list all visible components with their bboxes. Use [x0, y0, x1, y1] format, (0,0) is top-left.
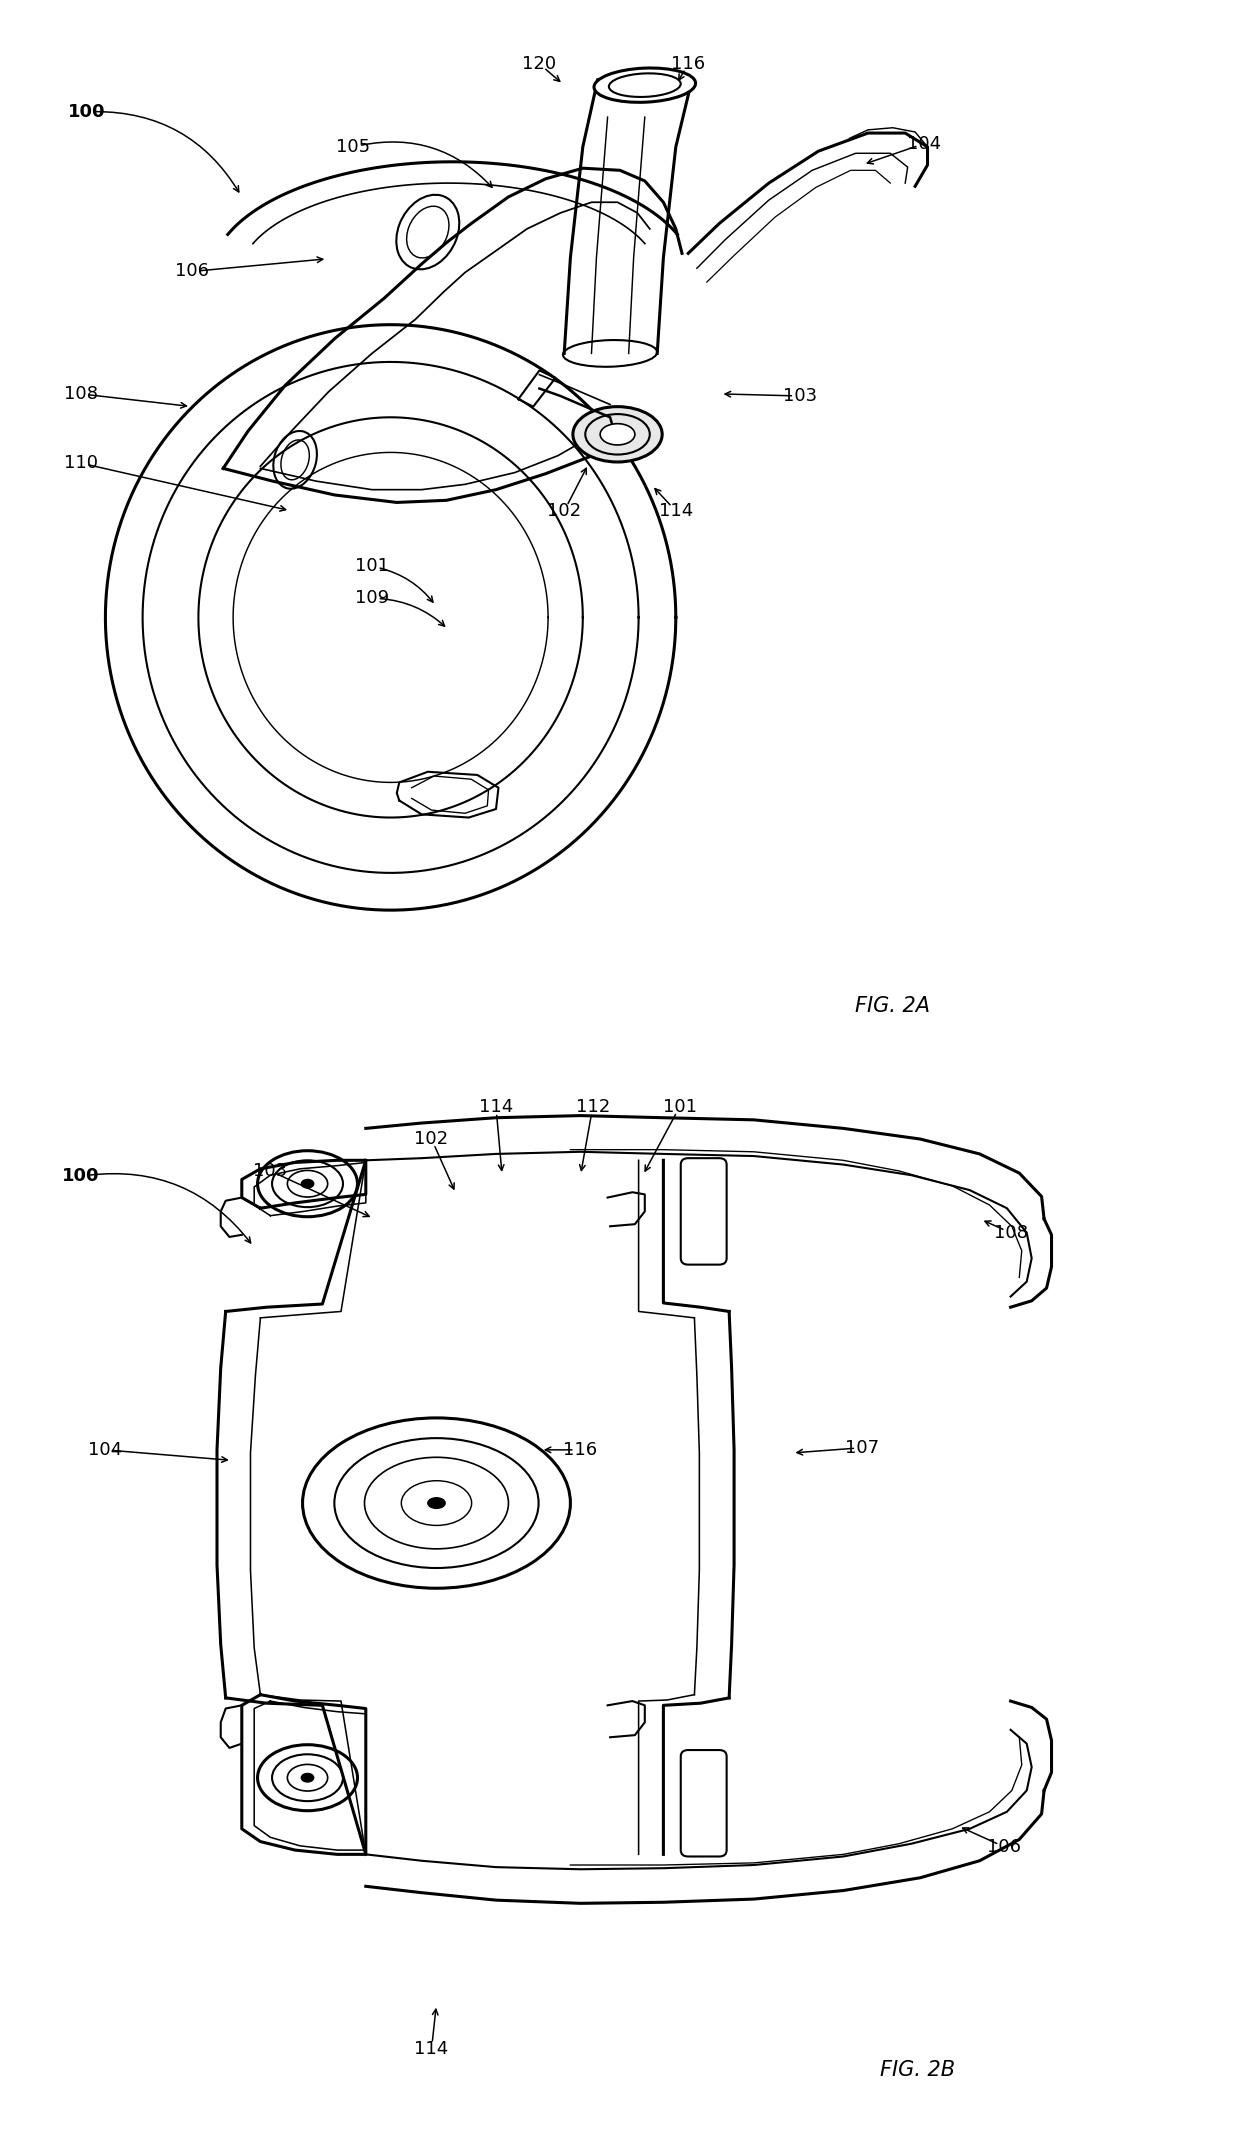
Text: 110: 110	[63, 453, 98, 473]
Text: 106: 106	[175, 262, 210, 281]
Ellipse shape	[594, 68, 696, 102]
Text: 114: 114	[658, 502, 693, 519]
Ellipse shape	[428, 1499, 445, 1507]
Text: 104: 104	[906, 134, 941, 153]
Text: 106: 106	[987, 1837, 1022, 1856]
Text: 100: 100	[62, 1167, 99, 1186]
Ellipse shape	[301, 1179, 314, 1188]
Text: 116: 116	[563, 1441, 598, 1458]
Text: 109: 109	[355, 590, 389, 607]
FancyBboxPatch shape	[681, 1158, 727, 1265]
Text: 107: 107	[844, 1439, 879, 1456]
Text: FIG. 2A: FIG. 2A	[856, 996, 930, 1016]
Text: FIG. 2B: FIG. 2B	[880, 2061, 955, 2080]
Text: 103: 103	[253, 1162, 288, 1179]
Text: 120: 120	[522, 55, 557, 72]
Text: 104: 104	[88, 1441, 123, 1458]
Text: 114: 114	[414, 2040, 449, 2059]
Text: 116: 116	[671, 55, 706, 72]
Ellipse shape	[301, 1773, 314, 1782]
Text: 103: 103	[782, 387, 817, 405]
Text: 105: 105	[336, 138, 371, 155]
Text: 102: 102	[547, 502, 582, 519]
Text: 102: 102	[414, 1130, 449, 1148]
Ellipse shape	[288, 1765, 327, 1790]
Ellipse shape	[600, 424, 635, 445]
Ellipse shape	[573, 407, 662, 462]
Text: 114: 114	[479, 1099, 513, 1116]
Ellipse shape	[288, 1171, 327, 1196]
Ellipse shape	[402, 1482, 471, 1524]
Text: 101: 101	[662, 1099, 697, 1116]
Text: 112: 112	[575, 1099, 610, 1116]
Text: 108: 108	[63, 385, 98, 402]
Text: 101: 101	[355, 558, 389, 575]
FancyBboxPatch shape	[681, 1750, 727, 1856]
Text: 108: 108	[993, 1224, 1028, 1241]
Text: 100: 100	[68, 102, 105, 121]
